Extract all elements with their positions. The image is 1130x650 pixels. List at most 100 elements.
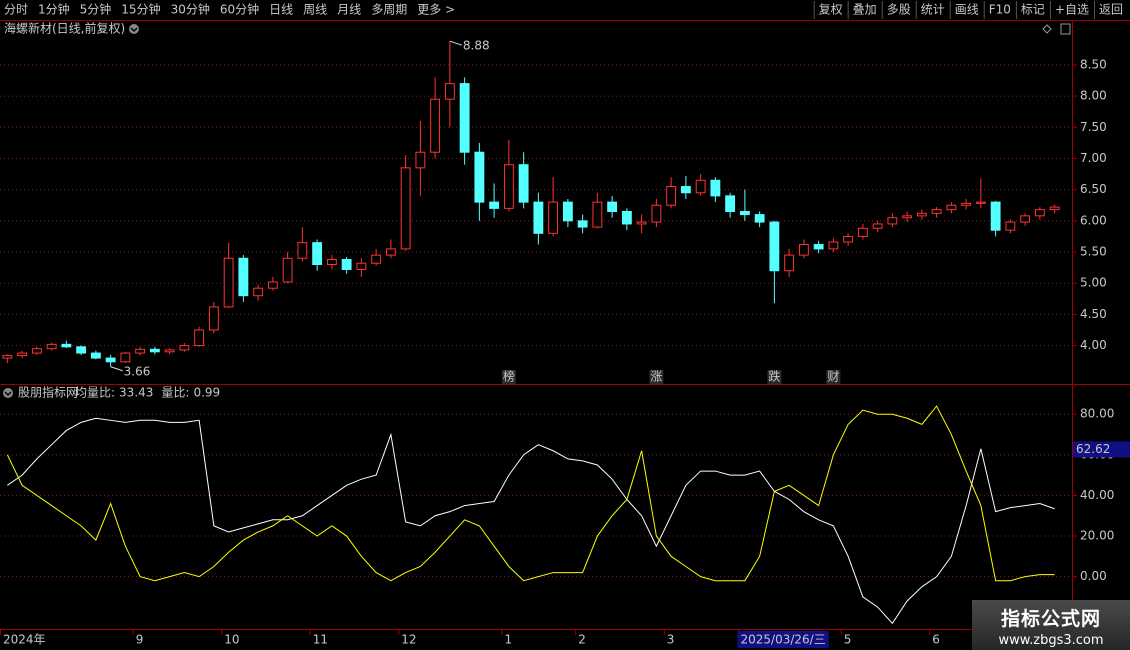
- candle-body: [902, 215, 913, 219]
- candle-body: [1049, 206, 1060, 211]
- event-marker[interactable]: 跌: [768, 369, 780, 384]
- toolbar-tab[interactable]: 周线: [303, 3, 327, 17]
- candle-body: [518, 164, 529, 203]
- panel-icon[interactable]: [1060, 23, 1071, 35]
- toolbar-tab[interactable]: 5分钟: [80, 2, 112, 17]
- candle-body: [253, 287, 264, 297]
- watermark-url: www.zbgs3.com: [998, 633, 1104, 648]
- y-tick-label: 5.00: [1080, 276, 1107, 290]
- toolbar-tab[interactable]: 15分钟: [121, 2, 160, 17]
- candle-body: [208, 306, 219, 331]
- legend-name: 量比:: [161, 386, 189, 400]
- candle-body: [798, 244, 809, 256]
- diamond-icon[interactable]: [1042, 24, 1052, 34]
- candle-body: [238, 257, 249, 297]
- y-tick-label: 6.50: [1080, 182, 1107, 196]
- candle-body: [415, 151, 426, 169]
- candle-body: [651, 204, 662, 223]
- x-tick-label: 3: [667, 633, 675, 647]
- candle-body: [1020, 215, 1031, 223]
- y-tick-label: 7.50: [1080, 120, 1107, 134]
- candle-body: [769, 221, 780, 272]
- legend-name: 均量比:: [75, 386, 115, 400]
- candle-body: [666, 186, 677, 206]
- y-tick-label: 40.00: [1080, 488, 1114, 502]
- y-tick-label: 0.00: [1080, 569, 1107, 583]
- candle-body: [607, 201, 618, 212]
- x-tick-label: 11: [313, 633, 328, 647]
- toolbar-tab[interactable]: 日线: [269, 3, 293, 17]
- candle-body: [1034, 209, 1045, 217]
- toolbar-tab[interactable]: 分时: [4, 3, 28, 17]
- toolbar-button[interactable]: 返回: [1099, 3, 1123, 17]
- candle-body: [725, 195, 736, 212]
- cursor-value-box: [1073, 441, 1130, 458]
- legend-value: 0.99: [193, 386, 220, 400]
- y-tick-label: 8.50: [1080, 57, 1107, 71]
- event-marker[interactable]: 财: [827, 370, 839, 384]
- max-label: 8.88: [463, 39, 490, 53]
- x-tick-label: 6: [932, 633, 940, 647]
- candle-body: [120, 352, 131, 363]
- candle-body: [282, 257, 293, 283]
- cursor-date-box: [737, 631, 829, 648]
- toolbar-button[interactable]: F10: [989, 3, 1011, 17]
- candle-body: [828, 241, 839, 250]
- toolbar-tab[interactable]: 月线: [337, 3, 361, 17]
- x-tick-label: 2024年: [3, 633, 46, 647]
- y-tick-label: 4.50: [1080, 307, 1107, 321]
- x-tick-label: 2025/03/26/三: [741, 633, 826, 647]
- candle-body: [149, 348, 160, 353]
- toolbar-button[interactable]: 复权: [819, 3, 843, 17]
- event-marker[interactable]: 涨: [650, 369, 662, 384]
- candle-body: [17, 352, 28, 357]
- x-tick-label: 10: [224, 633, 239, 647]
- x-tick-label: 5: [844, 633, 852, 647]
- max-pointer: [449, 40, 463, 46]
- candle-body: [592, 201, 603, 228]
- candle-body: [695, 179, 706, 194]
- y-tick-label: 80.00: [1080, 407, 1114, 421]
- candle-body: [179, 345, 190, 351]
- toolbar-tab[interactable]: 1分钟: [38, 2, 70, 17]
- candle-body: [76, 346, 87, 354]
- candle-body: [739, 210, 750, 216]
- toolbar-button[interactable]: 统计: [921, 3, 945, 17]
- candle-body: [710, 179, 721, 197]
- candle-body: [975, 201, 986, 204]
- collapse-icon[interactable]: [3, 388, 13, 398]
- toolbar-button[interactable]: +自选: [1055, 3, 1089, 17]
- collapse-icon[interactable]: [129, 24, 139, 34]
- x-tick-label: 12: [401, 633, 416, 647]
- candle-body: [548, 201, 559, 234]
- candle-body: [887, 217, 898, 225]
- x-tick-label: 9: [136, 633, 144, 647]
- candle-body: [400, 167, 411, 250]
- candle-body: [931, 209, 942, 214]
- toolbar-tab[interactable]: 多周期: [371, 3, 407, 17]
- toolbar-button[interactable]: 标记: [1021, 3, 1045, 17]
- candle-body: [297, 242, 308, 259]
- candle-body: [430, 98, 441, 153]
- candle-body: [135, 348, 146, 354]
- candle-body: [872, 223, 883, 229]
- event-marker[interactable]: 榜: [503, 369, 515, 384]
- candle-body: [533, 201, 544, 234]
- candle-body: [267, 281, 278, 289]
- event-marker-box: [501, 370, 516, 384]
- legend-value: 33.43: [119, 386, 153, 400]
- indicator-line: [7, 417, 1055, 625]
- y-tick-label: 20.00: [1080, 529, 1114, 543]
- toolbar-button[interactable]: 画线: [955, 3, 979, 17]
- candle-body: [843, 235, 854, 243]
- candle-body: [444, 83, 455, 100]
- toolbar-tab[interactable]: 30分钟: [171, 2, 210, 17]
- toolbar-button[interactable]: 叠加: [853, 3, 877, 17]
- toolbar-tab[interactable]: 60分钟: [220, 2, 259, 17]
- candle-body: [194, 329, 205, 347]
- toolbar-tab[interactable]: 更多 >: [417, 3, 455, 17]
- toolbar-button[interactable]: 多股: [887, 3, 911, 17]
- candle-body: [562, 201, 573, 222]
- candle-body: [857, 227, 868, 237]
